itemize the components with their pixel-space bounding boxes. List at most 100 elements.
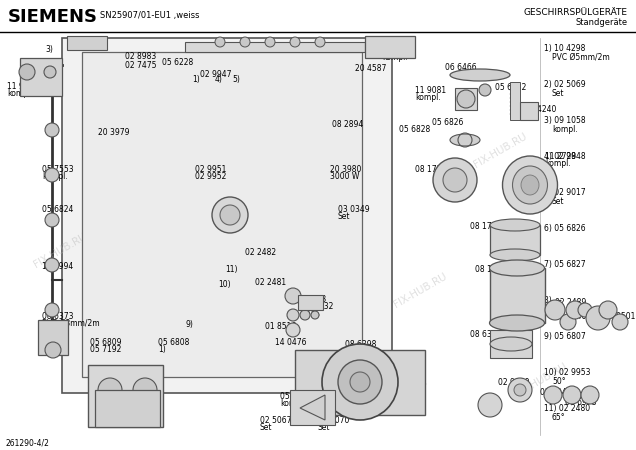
Bar — [67, 36, 107, 50]
Text: 11) 02 2480: 11) 02 2480 — [544, 404, 590, 413]
Ellipse shape — [513, 166, 548, 204]
Text: 11 9923: 11 9923 — [7, 82, 38, 91]
Text: 02 9947: 02 9947 — [200, 70, 232, 79]
Text: 14 0476: 14 0476 — [275, 338, 307, 347]
Ellipse shape — [490, 315, 544, 331]
Text: 02 2489: 02 2489 — [555, 298, 586, 307]
Text: 9) 05 6807: 9) 05 6807 — [544, 332, 586, 341]
Circle shape — [545, 300, 565, 320]
Text: 3000 W: 3000 W — [330, 172, 359, 181]
Bar — [38, 320, 68, 355]
Circle shape — [612, 314, 628, 330]
Text: FIX-HUB.RU: FIX-HUB.RU — [252, 181, 308, 219]
Circle shape — [586, 306, 610, 330]
Circle shape — [45, 342, 61, 358]
Text: 05 6232: 05 6232 — [495, 83, 527, 92]
Circle shape — [265, 37, 275, 47]
Text: FIX-HUB.RU: FIX-HUB.RU — [512, 361, 569, 399]
Circle shape — [560, 314, 576, 330]
Ellipse shape — [490, 249, 540, 261]
Bar — [62, 38, 392, 393]
Text: 261290-4/2: 261290-4/2 — [6, 438, 50, 447]
Text: 08 1711: 08 1711 — [470, 222, 501, 231]
Circle shape — [45, 168, 59, 182]
Text: 08 6398: 08 6398 — [345, 340, 377, 349]
Text: 11 8994: 11 8994 — [42, 262, 73, 271]
Text: 50°: 50° — [552, 377, 565, 386]
Text: kompl.: kompl. — [382, 53, 408, 62]
Text: 6) 05 6826: 6) 05 6826 — [544, 224, 586, 233]
Circle shape — [285, 288, 301, 304]
Circle shape — [45, 303, 59, 317]
Circle shape — [286, 323, 300, 337]
Circle shape — [212, 197, 248, 233]
Text: 08 4240: 08 4240 — [525, 105, 556, 114]
Text: 05 6824: 05 6824 — [42, 205, 73, 214]
Bar — [295, 350, 425, 415]
Circle shape — [578, 303, 592, 317]
Text: kompl.: kompl. — [415, 93, 441, 102]
Circle shape — [240, 37, 250, 47]
Circle shape — [566, 301, 584, 319]
Circle shape — [457, 90, 475, 108]
Text: 7) 05 6827: 7) 05 6827 — [544, 260, 586, 269]
Bar — [185, 42, 365, 52]
Text: PVC Ø5mm/2m: PVC Ø5mm/2m — [552, 53, 610, 62]
Text: 02 8983: 02 8983 — [125, 52, 156, 61]
Circle shape — [443, 168, 467, 192]
Circle shape — [478, 393, 502, 417]
Text: 02 9952: 02 9952 — [195, 172, 226, 181]
Text: 02 5067: 02 5067 — [260, 416, 291, 425]
Bar — [95, 390, 160, 427]
Text: Set: Set — [552, 89, 565, 98]
Circle shape — [290, 37, 300, 47]
Text: 08 1712: 08 1712 — [415, 165, 446, 174]
Text: 05 1835: 05 1835 — [280, 392, 312, 401]
Circle shape — [215, 37, 225, 47]
Text: 02 2482: 02 2482 — [245, 248, 276, 257]
Circle shape — [322, 344, 398, 420]
Text: 2) 02 5069: 2) 02 5069 — [544, 80, 586, 89]
Text: 03 0134: 03 0134 — [378, 408, 410, 417]
Text: 05 7192: 05 7192 — [90, 345, 121, 354]
Circle shape — [300, 310, 310, 320]
Circle shape — [45, 258, 59, 272]
Text: Set: Set — [318, 423, 331, 432]
Text: 08 6805: 08 6805 — [88, 406, 120, 415]
Bar — [490, 330, 532, 358]
Bar — [510, 82, 520, 120]
Ellipse shape — [521, 175, 539, 195]
Text: 02 2483: 02 2483 — [295, 295, 326, 304]
Text: 4): 4) — [215, 75, 223, 84]
Text: Set: Set — [338, 212, 350, 221]
Circle shape — [581, 386, 599, 404]
Text: 08 1709: 08 1709 — [475, 265, 506, 274]
Circle shape — [563, 386, 581, 404]
Text: SN25907/01-EU1 ,weiss: SN25907/01-EU1 ,weiss — [100, 11, 200, 20]
Text: 14 0501: 14 0501 — [604, 312, 635, 321]
Text: 11 8995: 11 8995 — [382, 46, 413, 55]
Ellipse shape — [502, 156, 558, 214]
Text: kompl.: kompl. — [280, 399, 306, 408]
Circle shape — [133, 378, 157, 402]
Text: 08 2894: 08 2894 — [332, 120, 363, 129]
Text: kompl.: kompl. — [7, 89, 32, 98]
Text: 05 6828: 05 6828 — [399, 125, 430, 134]
Circle shape — [315, 37, 325, 47]
Bar — [88, 365, 163, 427]
Circle shape — [311, 311, 319, 319]
Polygon shape — [300, 395, 325, 420]
Text: Set: Set — [552, 197, 565, 206]
Bar — [520, 102, 538, 120]
Text: FIX-HUB.RU: FIX-HUB.RU — [392, 271, 448, 309]
Text: 1) 10 4298: 1) 10 4298 — [544, 44, 585, 53]
Circle shape — [508, 378, 532, 402]
Text: 03 1032: 03 1032 — [302, 302, 333, 311]
Text: kompl.: kompl. — [552, 125, 577, 134]
Text: kompl.: kompl. — [345, 347, 371, 356]
Text: 3) 09 1058: 3) 09 1058 — [544, 116, 586, 125]
Bar — [82, 52, 362, 377]
Text: 03 0349: 03 0349 — [338, 205, 370, 214]
Ellipse shape — [450, 134, 480, 146]
Text: 08 6373: 08 6373 — [42, 312, 74, 321]
